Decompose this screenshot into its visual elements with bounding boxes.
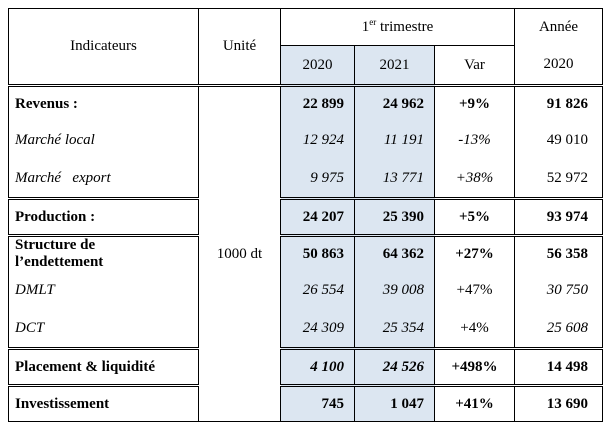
header-indicateurs: Indicateurs	[8, 8, 199, 86]
table-row: Placement & liquidité 4 100 24 526 +498%…	[8, 347, 604, 386]
cell-2021: 39 008	[354, 271, 435, 309]
row-label: Revenus :	[8, 84, 199, 121]
cell-2020: 50 863	[280, 234, 355, 271]
table-row: Marché local 12 924 11 191 -13% 49 010	[8, 121, 604, 159]
cell-2020: 26 554	[280, 271, 355, 309]
cell-2020: 12 924	[280, 121, 355, 159]
cell-annee: 56 358	[514, 234, 604, 271]
header-2020: 2020	[280, 45, 355, 86]
cell-2020: 22 899	[280, 84, 355, 121]
cell-annee: 52 972	[514, 159, 604, 199]
period-sup: er	[369, 16, 377, 27]
cell-2021: 24 526	[354, 347, 435, 386]
cell-2020: 24 207	[280, 197, 355, 236]
cell-2021: 64 362	[354, 234, 435, 271]
cell-annee: 91 826	[514, 84, 604, 121]
header-2021: 2021	[354, 45, 435, 86]
row-label-line2: l’endettement	[15, 254, 104, 270]
cell-annee: 30 750	[514, 271, 604, 309]
table-row: Production : 24 207 25 390 +5% 93 974	[8, 197, 604, 236]
cell-2020: 9 975	[280, 159, 355, 199]
cell-2021: 11 191	[354, 121, 435, 159]
table-row: DCT 24 309 25 354 +4% 25 608	[8, 309, 604, 349]
cell-var: +9%	[434, 84, 516, 121]
row-label: DMLT	[8, 271, 199, 309]
cell-var: -13%	[434, 121, 516, 159]
table-row: Revenus : 1000 dt 22 899 24 962 +9% 91 8…	[8, 84, 604, 422]
header-annee-2020: 2020	[514, 45, 604, 86]
row-label: DCT	[8, 309, 199, 349]
table-row: Investissement 745 1 047 +41% 13 690	[8, 384, 604, 422]
unit-cell: 1000 dt	[198, 84, 281, 422]
cell-annee: 13 690	[514, 384, 604, 422]
cell-var: +27%	[434, 234, 516, 271]
table-row: DMLT 26 554 39 008 +47% 30 750	[8, 271, 604, 309]
row-label: Production :	[8, 197, 199, 236]
header-row-top: Indicateurs Unité 1er trimestre Année	[8, 8, 604, 86]
cell-annee: 14 498	[514, 347, 604, 386]
cell-var: +41%	[434, 384, 516, 422]
table-row: Marché export 9 975 13 771 +38% 52 972	[8, 159, 604, 199]
cell-2021: 13 771	[354, 159, 435, 199]
row-label-line1: Structure de	[15, 237, 96, 253]
header-annee: Année	[514, 8, 604, 46]
cell-2021: 24 962	[354, 84, 435, 121]
cell-annee: 93 974	[514, 197, 604, 236]
table-row: Structure de l’endettement 50 863 64 362 …	[8, 234, 604, 271]
period-suffix: trimestre	[376, 18, 434, 35]
cell-2020: 24 309	[280, 309, 355, 349]
row-label: Structure de l’endettement	[8, 234, 199, 271]
row-label: Placement & liquidité	[8, 347, 199, 386]
period-prefix: 1	[361, 18, 370, 35]
cell-annee: 25 608	[514, 309, 604, 349]
header-unite: Unité	[198, 8, 281, 86]
cell-var: +47%	[434, 271, 516, 309]
indicators-table: Indicateurs Unité 1er trimestre Année 20…	[8, 8, 604, 422]
cell-2021: 25 354	[354, 309, 435, 349]
cell-var: +38%	[434, 159, 516, 199]
cell-var: +498%	[434, 347, 516, 386]
cell-2021: 25 390	[354, 197, 435, 236]
cell-var: +5%	[434, 197, 516, 236]
row-label: Marché export	[8, 159, 199, 199]
cell-2020: 4 100	[280, 347, 355, 386]
cell-2020: 745	[280, 384, 355, 422]
cell-2021: 1 047	[354, 384, 435, 422]
cell-annee: 49 010	[514, 121, 604, 159]
header-period: 1er trimestre	[280, 8, 516, 46]
row-label: Investissement	[8, 384, 199, 422]
row-label: Marché local	[8, 121, 199, 159]
header-var: Var	[434, 45, 516, 86]
cell-var: +4%	[434, 309, 516, 349]
